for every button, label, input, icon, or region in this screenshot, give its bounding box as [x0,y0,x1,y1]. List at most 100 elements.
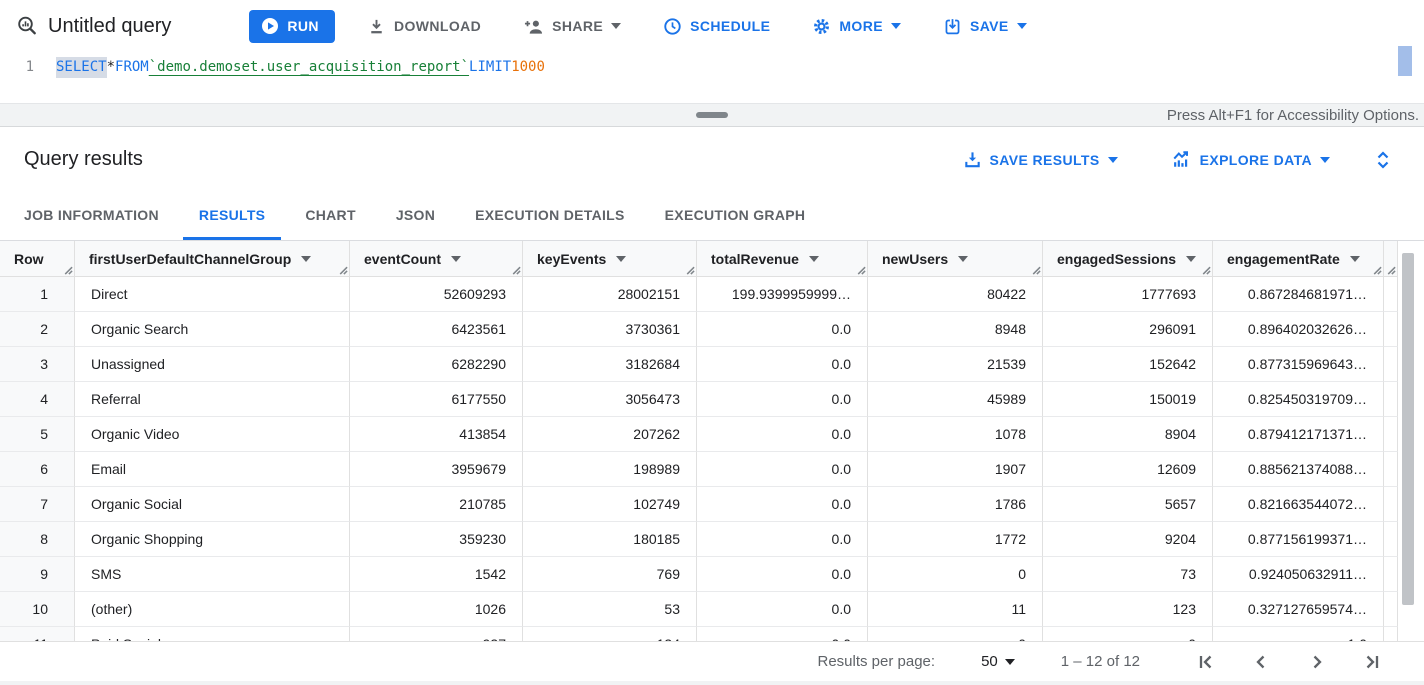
last-page-button[interactable] [1360,649,1386,675]
cell: 6177550 [350,382,523,417]
table-row: 5 Organic Video 413854 207262 0.0 1078 8904 0.8… [0,417,1424,452]
horizontal-scrollbar-track[interactable] [0,681,1424,685]
cell: 1.0 [1213,627,1384,641]
cell-spacer [1384,382,1398,417]
row-number-cell: 4 [0,382,75,417]
cell: 3730361 [523,312,697,347]
cell-spacer [1384,347,1398,382]
tab-execution-details[interactable]: EXECUTION DETAILS [475,206,625,223]
column-resize-handle[interactable] [62,264,73,275]
tab-chart[interactable]: CHART [305,206,356,223]
column-resize-handle[interactable] [510,264,521,275]
cell: 1026 [350,592,523,627]
table-row: 7 Organic Social 210785 102749 0.0 1786 5657 0.… [0,487,1424,522]
column-header-keyevents[interactable]: keyEvents [523,241,697,277]
next-page-button[interactable] [1304,649,1330,675]
share-button[interactable]: SHARE [511,8,633,44]
column-menu-icon[interactable] [1349,255,1360,262]
cell: 0.896402032626… [1213,312,1384,347]
column-header-row[interactable]: Row [0,241,75,277]
cell: 413854 [350,417,523,452]
cell: 0.0 [697,347,868,382]
cell: 5657 [1043,487,1213,522]
cell: Paid Social [75,627,350,641]
cell: 0 [868,557,1043,592]
cell-spacer [1384,452,1398,487]
cell-spacer [1384,312,1398,347]
column-header-totalrevenue[interactable]: totalRevenue [697,241,868,277]
previous-page-button[interactable] [1248,649,1274,675]
column-header-newusers[interactable]: newUsers [868,241,1043,277]
cell: 0.885621374088… [1213,452,1384,487]
page-size-select[interactable]: 50 [981,653,1015,670]
column-resize-handle[interactable] [1385,264,1396,275]
first-page-button[interactable] [1192,649,1218,675]
column-menu-icon[interactable] [1186,255,1197,262]
column-header-eventcount[interactable]: eventCount [350,241,523,277]
cell: 0.0 [697,312,868,347]
clock-icon [663,17,682,36]
column-header-firstuserdefaultchannelgroup[interactable]: firstUserDefaultChannelGroup [75,241,350,277]
save-results-button[interactable]: SAVE RESULTS [951,142,1130,178]
tab-execution-graph[interactable]: EXECUTION GRAPH [664,206,806,223]
row-number-cell: 5 [0,417,75,452]
cell-spacer [1384,417,1398,452]
editor-status-bar: Press Alt+F1 for Accessibility Options. [0,103,1424,127]
cell: 199.9399959999… [697,277,868,312]
line-number: 1 [25,59,34,75]
cell-spacer [1384,627,1398,641]
column-menu-icon[interactable] [958,255,969,262]
sql-editor[interactable]: 1 SELECT * FROM `demo.demoset.user_acqui… [0,46,1424,103]
save-button[interactable]: SAVE [931,8,1039,44]
cell: 3182684 [523,347,697,382]
column-header-spacer [1384,241,1398,277]
more-button[interactable]: MORE [800,8,913,44]
cell: 28002151 [523,277,697,312]
chevron-down-icon [611,23,622,29]
download-button[interactable]: DOWNLOAD [355,8,493,44]
column-label: engagementRate [1227,250,1340,267]
run-button[interactable]: RUN [249,9,335,43]
cell: 210785 [350,487,523,522]
results-table: Row firstUserDefaultChannelGroup eventCoun… [0,241,1424,641]
column-menu-icon[interactable] [808,255,819,262]
expand-collapse-button[interactable] [1372,148,1394,172]
table-scrollbar-thumb[interactable] [1402,253,1414,605]
table-row: 11Paid Social9371340.0001.0 [0,627,1424,641]
cell: 0.825450319709… [1213,382,1384,417]
column-resize-handle[interactable] [1371,264,1382,275]
column-resize-handle[interactable] [337,264,348,275]
column-label: totalRevenue [711,250,799,267]
cell: 102749 [523,487,697,522]
explore-data-button[interactable]: EXPLORE DATA [1160,142,1342,178]
column-resize-handle[interactable] [1200,264,1211,275]
cell-spacer [1384,522,1398,557]
tab-json[interactable]: JSON [395,206,436,223]
column-menu-icon[interactable] [301,255,312,262]
column-label: engagedSessions [1057,250,1177,267]
column-header-engagementrate[interactable]: engagementRate [1213,241,1384,277]
splitter-drag-handle[interactable] [696,112,728,118]
tab-job-information[interactable]: JOB INFORMATION [24,206,159,223]
schedule-button[interactable]: SCHEDULE [651,8,782,44]
tab-results[interactable]: RESULTS [182,192,282,240]
cell: 0.0 [697,417,868,452]
column-resize-handle[interactable] [684,264,695,275]
sql-table-reference[interactable]: `demo.demoset.user_acquisition_report` [148,59,470,75]
column-label: newUsers [882,250,949,267]
editor-scrollbar-thumb[interactable] [1398,46,1412,76]
column-resize-handle[interactable] [855,264,866,275]
column-menu-icon[interactable] [616,255,627,262]
cell: 0 [868,627,1043,641]
column-menu-icon[interactable] [451,255,461,262]
cell: Direct [75,277,350,312]
column-header-engagedsessions[interactable]: engagedSessions [1043,241,1213,277]
cell-spacer [1384,557,1398,592]
query-title[interactable]: Untitled query [48,14,172,37]
download-tray-icon [963,150,982,169]
cell: 180185 [523,522,697,557]
column-resize-handle[interactable] [1030,264,1041,275]
row-number-cell: 1 [0,277,75,312]
cell: 1907 [868,452,1043,487]
page-range-label: 1 – 12 of 12 [1060,653,1140,670]
